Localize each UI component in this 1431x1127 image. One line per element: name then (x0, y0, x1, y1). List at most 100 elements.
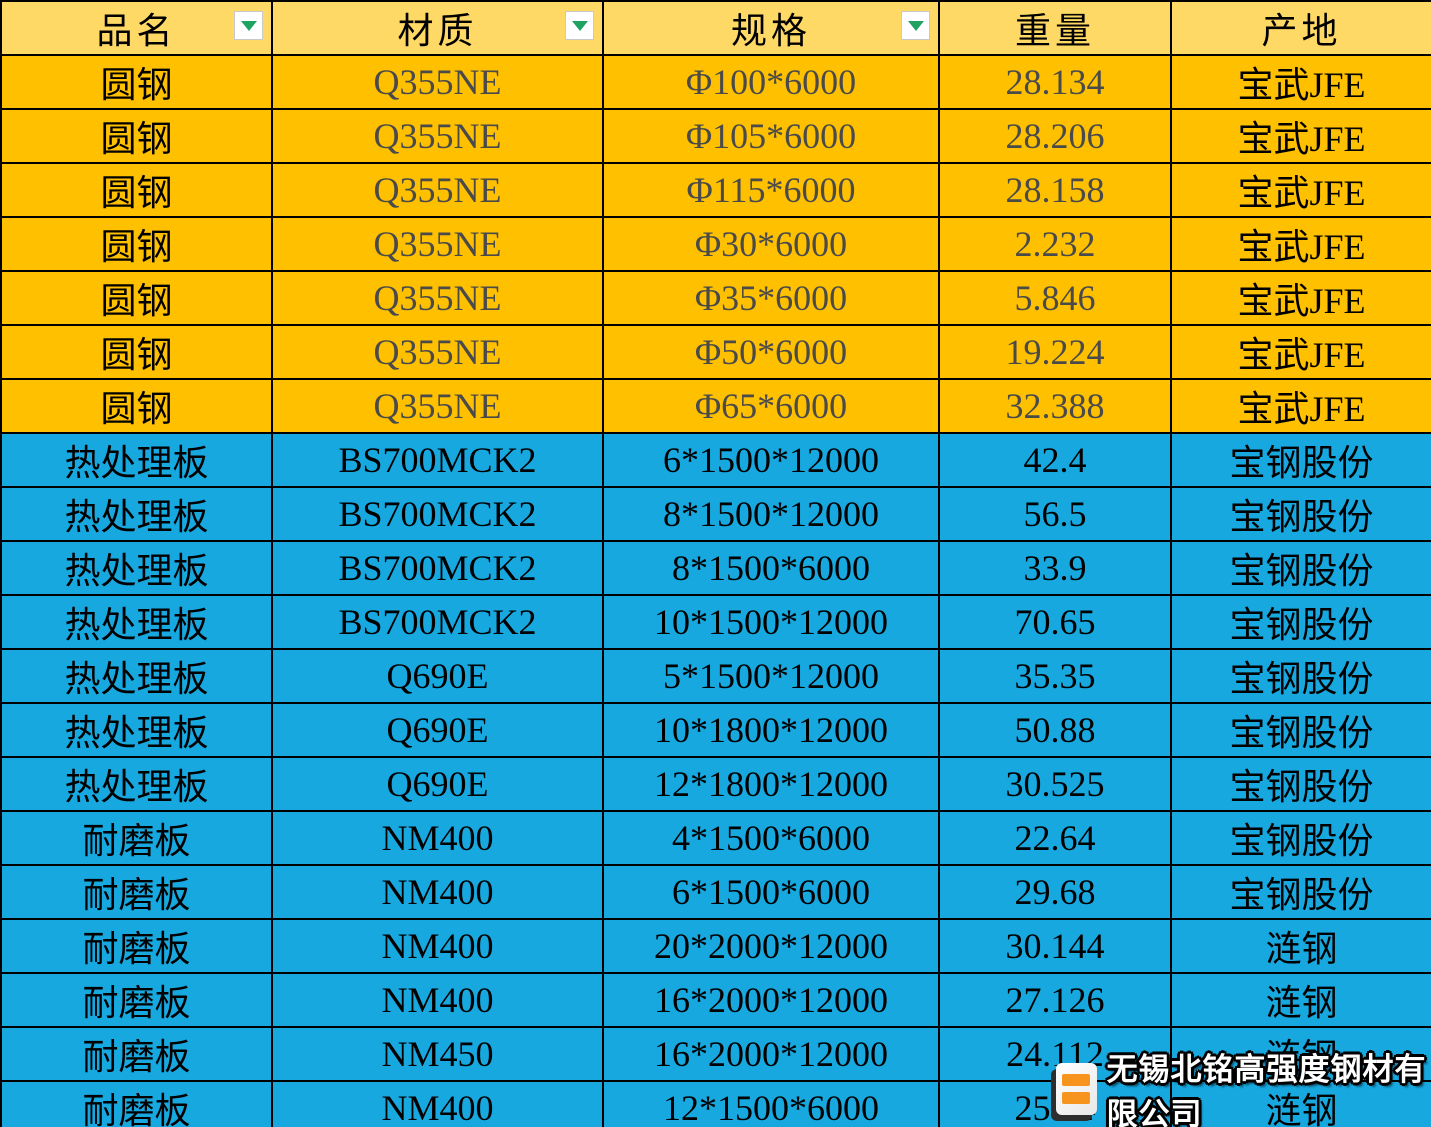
cell-origin[interactable]: 宝武JFE (1170, 54, 1431, 110)
cell-material[interactable]: Q355NE (271, 108, 604, 164)
cell-spec[interactable]: 10*1800*12000 (602, 702, 940, 758)
cell-product[interactable]: 耐磨板 (0, 810, 273, 866)
table-row[interactable]: 耐磨板 NM400 4*1500*6000 22.64 宝钢股份 (0, 810, 1431, 866)
cell-product[interactable]: 热处理板 (0, 648, 273, 704)
cell-spec[interactable]: 12*1500*6000 (602, 1080, 940, 1127)
cell-product[interactable]: 耐磨板 (0, 972, 273, 1028)
cell-spec[interactable]: 4*1500*6000 (602, 810, 940, 866)
cell-product[interactable]: 耐磨板 (0, 1026, 273, 1082)
cell-weight[interactable]: 33.9 (938, 540, 1172, 596)
cell-product[interactable]: 热处理板 (0, 594, 273, 650)
table-row[interactable]: 圆钢 Q355NE Φ50*6000 19.224 宝武JFE (0, 324, 1431, 380)
cell-spec[interactable]: Φ115*6000 (602, 162, 940, 218)
cell-origin[interactable]: 宝钢股份 (1170, 756, 1431, 812)
cell-spec[interactable]: 10*1500*12000 (602, 594, 940, 650)
cell-origin[interactable]: 宝武JFE (1170, 378, 1431, 434)
cell-spec[interactable]: 12*1800*12000 (602, 756, 940, 812)
cell-material[interactable]: BS700MCK2 (271, 594, 604, 650)
cell-origin[interactable]: 宝钢股份 (1170, 810, 1431, 866)
table-row[interactable]: 热处理板 BS700MCK2 6*1500*12000 42.4 宝钢股份 (0, 432, 1431, 488)
cell-weight[interactable]: 24.112 (938, 1026, 1172, 1082)
cell-material[interactable]: BS700MCK2 (271, 432, 604, 488)
cell-origin[interactable]: 涟钢 (1170, 972, 1431, 1028)
cell-spec[interactable]: Φ35*6000 (602, 270, 940, 326)
table-row[interactable]: 耐磨板 NM400 12*1500*6000 25.44 涟钢 (0, 1080, 1431, 1127)
table-row[interactable]: 耐磨板 NM400 16*2000*12000 27.126 涟钢 (0, 972, 1431, 1028)
cell-weight[interactable]: 28.206 (938, 108, 1172, 164)
cell-material[interactable]: NM400 (271, 864, 604, 920)
cell-material[interactable]: Q690E (271, 648, 604, 704)
cell-spec[interactable]: 16*2000*12000 (602, 1026, 940, 1082)
cell-origin[interactable]: 宝钢股份 (1170, 540, 1431, 596)
cell-spec[interactable]: Φ50*6000 (602, 324, 940, 380)
cell-material[interactable]: BS700MCK2 (271, 540, 604, 596)
cell-spec[interactable]: Φ30*6000 (602, 216, 940, 272)
cell-weight[interactable]: 19.224 (938, 324, 1172, 380)
cell-material[interactable]: Q355NE (271, 216, 604, 272)
cell-weight[interactable]: 50.88 (938, 702, 1172, 758)
table-row[interactable]: 热处理板 Q690E 12*1800*12000 30.525 宝钢股份 (0, 756, 1431, 812)
cell-origin[interactable]: 宝武JFE (1170, 216, 1431, 272)
cell-origin[interactable]: 宝武JFE (1170, 324, 1431, 380)
cell-weight[interactable]: 70.65 (938, 594, 1172, 650)
cell-product[interactable]: 耐磨板 (0, 864, 273, 920)
table-row[interactable]: 热处理板 BS700MCK2 8*1500*6000 33.9 宝钢股份 (0, 540, 1431, 596)
cell-material[interactable]: Q355NE (271, 54, 604, 110)
cell-product[interactable]: 耐磨板 (0, 1080, 273, 1127)
cell-weight[interactable]: 32.388 (938, 378, 1172, 434)
cell-spec[interactable]: 6*1500*12000 (602, 432, 940, 488)
cell-spec[interactable]: 8*1500*12000 (602, 486, 940, 542)
cell-origin[interactable]: 涟钢 (1170, 1080, 1431, 1127)
cell-spec[interactable]: 5*1500*12000 (602, 648, 940, 704)
table-row[interactable]: 耐磨板 NM400 20*2000*12000 30.144 涟钢 (0, 918, 1431, 974)
cell-material[interactable]: Q690E (271, 702, 604, 758)
cell-weight[interactable]: 5.846 (938, 270, 1172, 326)
cell-weight[interactable]: 22.64 (938, 810, 1172, 866)
cell-product[interactable]: 圆钢 (0, 108, 273, 164)
cell-spec[interactable]: 16*2000*12000 (602, 972, 940, 1028)
cell-spec[interactable]: Φ100*6000 (602, 54, 940, 110)
cell-weight[interactable]: 29.68 (938, 864, 1172, 920)
table-row[interactable]: 热处理板 BS700MCK2 8*1500*12000 56.5 宝钢股份 (0, 486, 1431, 542)
table-row[interactable]: 圆钢 Q355NE Φ35*6000 5.846 宝武JFE (0, 270, 1431, 326)
table-row[interactable]: 圆钢 Q355NE Φ115*6000 28.158 宝武JFE (0, 162, 1431, 218)
material-filter-button[interactable] (565, 11, 594, 40)
cell-product[interactable]: 热处理板 (0, 486, 273, 542)
cell-material[interactable]: Q355NE (271, 162, 604, 218)
cell-material[interactable]: BS700MCK2 (271, 486, 604, 542)
table-row[interactable]: 圆钢 Q355NE Φ65*6000 32.388 宝武JFE (0, 378, 1431, 434)
cell-weight[interactable]: 25.44 (938, 1080, 1172, 1127)
spec-filter-button[interactable] (901, 11, 930, 40)
cell-material[interactable]: Q355NE (271, 378, 604, 434)
cell-material[interactable]: NM450 (271, 1026, 604, 1082)
cell-weight[interactable]: 30.144 (938, 918, 1172, 974)
cell-spec[interactable]: 6*1500*6000 (602, 864, 940, 920)
cell-material[interactable]: NM400 (271, 918, 604, 974)
cell-weight[interactable]: 42.4 (938, 432, 1172, 488)
cell-weight[interactable]: 35.35 (938, 648, 1172, 704)
cell-weight[interactable]: 28.134 (938, 54, 1172, 110)
cell-origin[interactable]: 宝钢股份 (1170, 432, 1431, 488)
table-row[interactable]: 耐磨板 NM450 16*2000*12000 24.112 涟钢 (0, 1026, 1431, 1082)
cell-weight[interactable]: 27.126 (938, 972, 1172, 1028)
cell-origin[interactable]: 宝武JFE (1170, 270, 1431, 326)
cell-origin[interactable]: 涟钢 (1170, 918, 1431, 974)
cell-product[interactable]: 热处理板 (0, 540, 273, 596)
cell-origin[interactable]: 宝钢股份 (1170, 648, 1431, 704)
cell-origin[interactable]: 涟钢 (1170, 1026, 1431, 1082)
table-row[interactable]: 热处理板 Q690E 10*1800*12000 50.88 宝钢股份 (0, 702, 1431, 758)
table-row[interactable]: 热处理板 Q690E 5*1500*12000 35.35 宝钢股份 (0, 648, 1431, 704)
table-row[interactable]: 圆钢 Q355NE Φ30*6000 2.232 宝武JFE (0, 216, 1431, 272)
cell-material[interactable]: Q355NE (271, 324, 604, 380)
cell-origin[interactable]: 宝武JFE (1170, 108, 1431, 164)
cell-spec[interactable]: Φ65*6000 (602, 378, 940, 434)
cell-origin[interactable]: 宝钢股份 (1170, 864, 1431, 920)
cell-spec[interactable]: 8*1500*6000 (602, 540, 940, 596)
cell-origin[interactable]: 宝钢股份 (1170, 486, 1431, 542)
cell-product[interactable]: 热处理板 (0, 756, 273, 812)
table-row[interactable]: 耐磨板 NM400 6*1500*6000 29.68 宝钢股份 (0, 864, 1431, 920)
cell-spec[interactable]: 20*2000*12000 (602, 918, 940, 974)
product-filter-button[interactable] (234, 11, 263, 40)
cell-weight[interactable]: 2.232 (938, 216, 1172, 272)
cell-product[interactable]: 圆钢 (0, 324, 273, 380)
